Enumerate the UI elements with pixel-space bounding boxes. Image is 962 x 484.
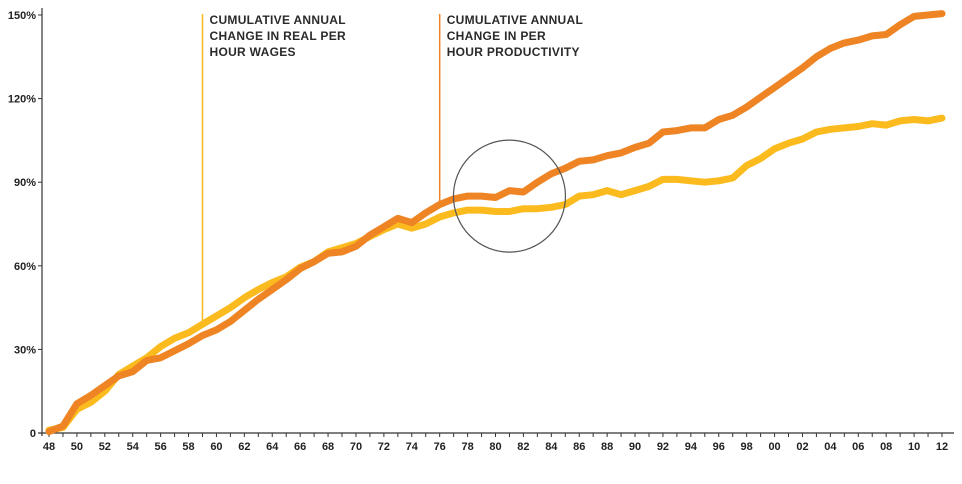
x-tick-label: 98 [741, 441, 753, 453]
x-tick-label: 76 [434, 441, 446, 453]
x-tick-label: 64 [266, 441, 279, 453]
x-tick-label: 60 [210, 441, 222, 453]
x-tick-label: 82 [517, 441, 529, 453]
x-tick-label: 04 [824, 441, 837, 453]
annotation-text-productivity: HOUR PRODUCTIVITY [447, 45, 580, 59]
x-tick-label: 54 [127, 441, 140, 453]
x-tick-label: 86 [573, 441, 585, 453]
annotation-text-productivity: CHANGE IN PER [447, 29, 546, 43]
y-tick-label: 120% [8, 94, 36, 106]
x-tick-label: 56 [155, 441, 167, 453]
x-tick-label: 12 [936, 441, 948, 453]
wages-line [45, 114, 946, 434]
y-tick-label: 150% [8, 10, 36, 22]
x-tick-label: 72 [378, 441, 390, 453]
highlight-circle [452, 139, 567, 253]
x-tick-label: 00 [768, 441, 780, 453]
x-tick-label: 94 [685, 441, 698, 453]
annotation-text-wages: CUMULATIVE ANNUAL [209, 13, 345, 27]
x-tick-label: 90 [629, 441, 641, 453]
y-tick-label: 0 [30, 428, 36, 440]
x-tick-label: 50 [71, 441, 83, 453]
x-tick-label: 62 [238, 441, 250, 453]
y-tick-label: 60% [14, 261, 36, 273]
x-tick-label: 06 [852, 441, 864, 453]
annotation-text-wages: HOUR WAGES [209, 45, 295, 59]
tick-labels: 0 30% 60% 90% 120% 150% 48 50 52 54 56 58 60 62 64 66 68… [8, 10, 948, 453]
x-tick-label: 70 [350, 441, 362, 453]
x-tick-label: 74 [406, 441, 419, 453]
x-tick-label: 88 [601, 441, 613, 453]
annotations: CUMULATIVE ANNUAL CHANGE IN REAL PER HOUR … [201, 13, 583, 325]
x-tick-label: 80 [489, 441, 501, 453]
y-tick-label: 30% [14, 344, 36, 356]
productivity-line [45, 10, 946, 436]
x-tick-label: 84 [545, 441, 558, 453]
x-tick-label: 52 [99, 441, 111, 453]
x-tick-label: 10 [908, 441, 920, 453]
annotation-text-productivity: CUMULATIVE ANNUAL [447, 13, 583, 27]
x-tick-label: 02 [796, 441, 808, 453]
x-tick-label: 68 [322, 441, 334, 453]
series-lines [45, 10, 946, 436]
x-tick-label: 92 [657, 441, 669, 453]
x-tick-label: 58 [182, 441, 194, 453]
annotation-text-wages: CHANGE IN REAL PER [209, 29, 346, 43]
x-tick-label: 08 [880, 441, 892, 453]
x-tick-label: 48 [43, 441, 55, 453]
highlight-layer [452, 139, 567, 253]
axes [38, 8, 954, 437]
y-tick-label: 90% [14, 177, 36, 189]
x-tick-label: 78 [461, 441, 473, 453]
x-tick-label: 96 [713, 441, 725, 453]
x-tick-label: 66 [294, 441, 306, 453]
